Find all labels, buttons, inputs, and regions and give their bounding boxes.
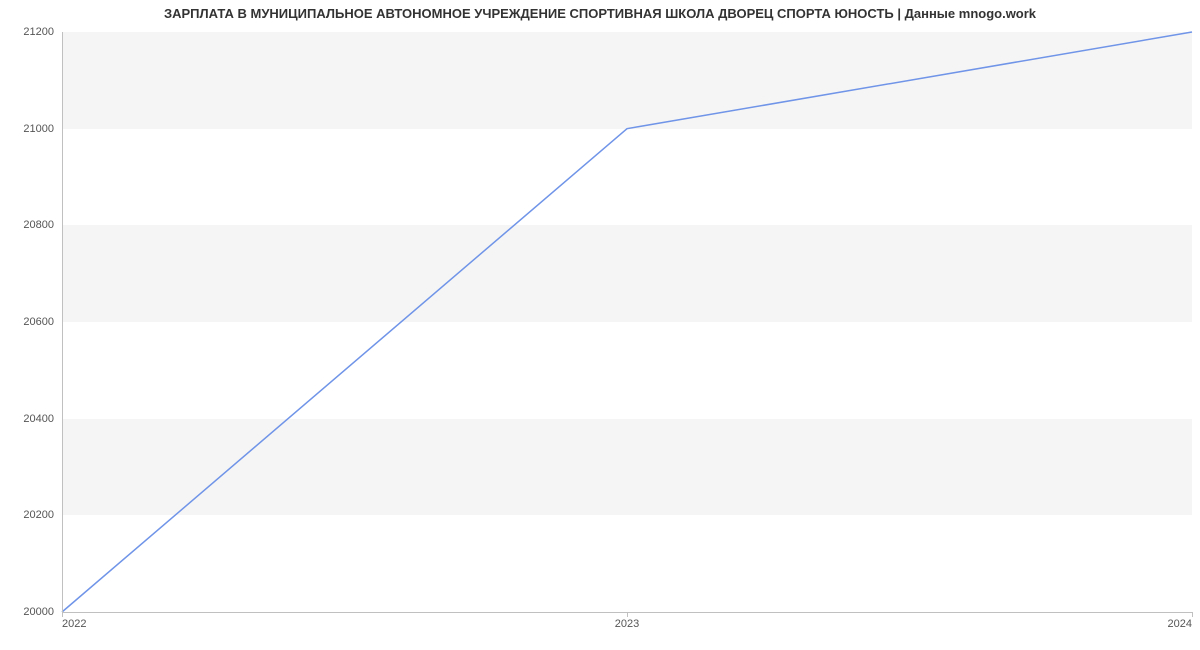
y-tick-label: 20400 <box>23 413 54 425</box>
plot-area: 2000020200204002060020800210002120020222… <box>62 32 1192 612</box>
y-tick-label: 21200 <box>23 26 54 38</box>
y-tick-label: 20200 <box>23 509 54 521</box>
y-tick-label: 21000 <box>23 123 54 135</box>
line-series <box>62 32 1192 612</box>
y-tick-label: 20600 <box>23 316 54 328</box>
y-tick-label: 20000 <box>23 606 54 618</box>
x-tick-label: 2023 <box>615 618 639 630</box>
salary-line-chart: ЗАРПЛАТА В МУНИЦИПАЛЬНОЕ АВТОНОМНОЕ УЧРЕ… <box>0 0 1200 650</box>
x-tick-label: 2022 <box>62 618 86 630</box>
x-tick-mark <box>62 612 63 617</box>
chart-title: ЗАРПЛАТА В МУНИЦИПАЛЬНОЕ АВТОНОМНОЕ УЧРЕ… <box>0 6 1200 21</box>
salary-line <box>62 32 1192 612</box>
y-tick-label: 20800 <box>23 219 54 231</box>
x-tick-label: 2024 <box>1168 618 1192 630</box>
y-axis-line <box>62 32 63 612</box>
x-tick-mark <box>627 612 628 617</box>
x-tick-mark <box>1192 612 1193 617</box>
